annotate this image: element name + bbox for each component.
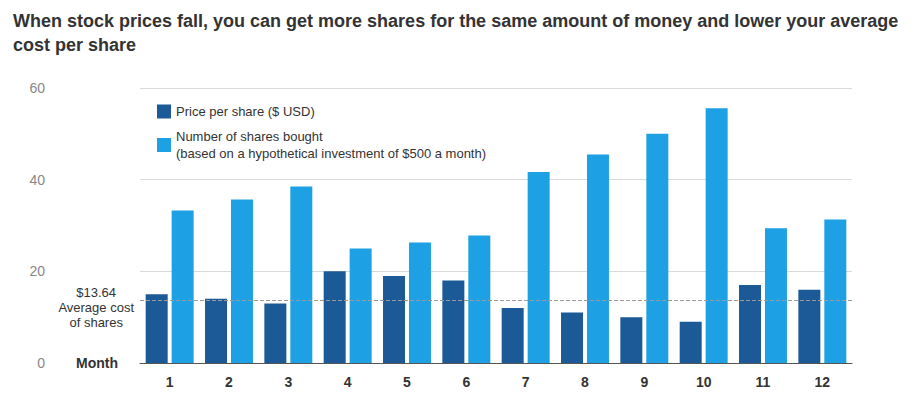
svg-text:40: 40 [29,172,45,188]
svg-text:8: 8 [581,374,589,390]
svg-text:$13.64: $13.64 [76,285,116,300]
svg-text:12: 12 [815,374,831,390]
svg-text:(based on a hypothetical inves: (based on a hypothetical investment of $… [176,146,486,161]
svg-text:3: 3 [284,374,292,390]
svg-text:cost per share: cost per share [13,35,136,55]
svg-text:20: 20 [29,263,45,279]
svg-text:11: 11 [756,374,771,390]
svg-text:Month: Month [76,355,118,371]
svg-text:5: 5 [403,374,411,390]
svg-text:1: 1 [166,374,174,390]
svg-text:of shares: of shares [69,315,123,330]
svg-text:2: 2 [225,374,233,390]
svg-text:When stock prices fall, you ca: When stock prices fall, you can get more… [13,11,903,31]
svg-text:Number of shares bought: Number of shares bought [176,129,323,144]
svg-text:Average cost: Average cost [58,300,134,315]
svg-text:7: 7 [522,374,530,390]
svg-text:0: 0 [37,355,45,371]
svg-text:Price per share ($ USD): Price per share ($ USD) [176,104,315,119]
svg-text:6: 6 [462,374,470,390]
svg-text:9: 9 [640,374,648,390]
svg-text:60: 60 [29,80,45,96]
svg-text:4: 4 [344,374,352,390]
svg-text:10: 10 [696,374,712,390]
